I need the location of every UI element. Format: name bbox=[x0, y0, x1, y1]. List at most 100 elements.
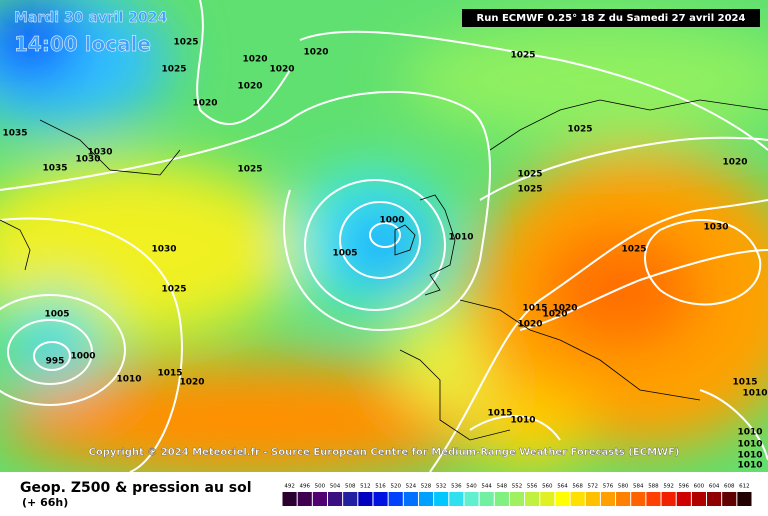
colorbar-label: 524 bbox=[406, 484, 417, 490]
isobar-label: 1025 bbox=[517, 185, 542, 195]
coastlines bbox=[0, 99, 768, 441]
isobar-label: 1005 bbox=[44, 310, 69, 320]
colorbar-label: 552 bbox=[512, 484, 523, 490]
colorbar-swatch bbox=[479, 492, 494, 506]
isobar-label: 1000 bbox=[70, 352, 95, 362]
colorbar-label: 576 bbox=[603, 484, 614, 490]
colorbar-swatch bbox=[434, 492, 449, 506]
isobar-label: 1025 bbox=[517, 170, 542, 180]
colorbar-label: 568 bbox=[572, 484, 583, 490]
isobar-label: 995 bbox=[46, 357, 65, 367]
colorbar-label: 596 bbox=[679, 484, 690, 490]
isobar-label: 1025 bbox=[510, 51, 535, 61]
colorbar-label: 544 bbox=[481, 484, 492, 490]
isobar-label: 1020 bbox=[237, 82, 262, 92]
lead-time: (+ 66h) bbox=[22, 496, 68, 509]
colorbar-swatch bbox=[661, 492, 676, 506]
run-info: Run ECMWF 0.25° 18 Z du Samedi 27 avril … bbox=[477, 13, 746, 24]
colorbar-label: 532 bbox=[436, 484, 447, 490]
isobar-label: 1025 bbox=[237, 165, 262, 175]
colorbar-label: 548 bbox=[497, 484, 508, 490]
isobars bbox=[0, 0, 768, 472]
colorbar-swatch bbox=[616, 492, 631, 506]
colorbar-swatch bbox=[722, 492, 737, 506]
isobar-label: 1020 bbox=[242, 55, 267, 65]
colorbar-label: 496 bbox=[299, 484, 310, 490]
colorbar-label: 536 bbox=[451, 484, 462, 490]
isobar-label: 1010 bbox=[742, 389, 767, 399]
colorbar-swatch bbox=[312, 492, 327, 506]
isobar-label: 1030 bbox=[151, 245, 176, 255]
colorbar-label: 508 bbox=[345, 484, 356, 490]
colorbar-label: 612 bbox=[739, 484, 750, 490]
colorbar-swatch bbox=[494, 492, 509, 506]
colorbar-label: 504 bbox=[330, 484, 341, 490]
isobar-label: 1020 bbox=[179, 378, 204, 388]
forecast-time: 14:00 locale bbox=[14, 32, 151, 56]
colorbar-label: 584 bbox=[633, 484, 644, 490]
colorbar-swatch bbox=[464, 492, 479, 506]
isobar-label: 1015 bbox=[487, 409, 512, 419]
colorbar: 492 496 500 504 508 512 516 520 524 528 532 536 540 5… bbox=[282, 484, 752, 506]
colorbar-label: 588 bbox=[648, 484, 659, 490]
isobar-label: 1025 bbox=[567, 125, 592, 135]
colorbar-label: 560 bbox=[542, 484, 553, 490]
copyright: Copyright © 2024 Meteociel.fr - Source E… bbox=[89, 447, 680, 458]
colorbar-swatch bbox=[707, 492, 722, 506]
colorbar-swatch bbox=[449, 492, 464, 506]
isobar-label: 1005 bbox=[332, 249, 357, 259]
colorbar-swatch bbox=[691, 492, 707, 506]
isobar-label: 1010 bbox=[737, 440, 762, 450]
isobar-label: 1010 bbox=[737, 461, 762, 471]
isobar-label: 1010 bbox=[737, 428, 762, 438]
isobar-label: 1020 bbox=[722, 158, 747, 168]
colorbar-swatch bbox=[631, 492, 646, 506]
colorbar-label: 564 bbox=[557, 484, 568, 490]
isobar-label: 1015 bbox=[522, 304, 547, 314]
isobar-label: 1000 bbox=[379, 216, 404, 226]
isobar-label: 1025 bbox=[621, 245, 646, 255]
colorbar-label: 600 bbox=[694, 484, 705, 490]
isobar-label: 1025 bbox=[161, 65, 186, 75]
colorbar-label: 592 bbox=[663, 484, 674, 490]
isobar-label: 1020 bbox=[552, 304, 577, 314]
isobar-label: 1020 bbox=[303, 48, 328, 58]
colorbar-swatch bbox=[525, 492, 540, 506]
colorbar-swatch bbox=[585, 492, 600, 506]
colorbar-swatch bbox=[737, 492, 752, 506]
isobar-label: 1020 bbox=[192, 99, 217, 109]
colorbar-swatch bbox=[297, 492, 312, 506]
forecast-date: Mardi 30 avril 2024 bbox=[14, 10, 168, 26]
colorbar-swatch bbox=[343, 492, 358, 506]
colorbar-swatch bbox=[509, 492, 525, 506]
isobar-label: 1015 bbox=[157, 369, 182, 379]
colorbar-swatch bbox=[358, 492, 373, 506]
isobar-label: 1020 bbox=[542, 310, 567, 320]
field: 1025102510201020102010201020102510351030… bbox=[0, 0, 768, 472]
colorbar-label: 572 bbox=[588, 484, 599, 490]
colorbar-swatch bbox=[555, 492, 570, 506]
colorbar-label: 556 bbox=[527, 484, 538, 490]
colorbar-swatch bbox=[600, 492, 616, 506]
colorbar-swatch bbox=[676, 492, 691, 506]
footer-title: Geop. Z500 & pression au sol bbox=[20, 480, 252, 496]
colorbar-swatch bbox=[418, 492, 434, 506]
isobar-label: 1035 bbox=[42, 164, 67, 174]
isobar-label: 1035 bbox=[2, 129, 27, 139]
colorbar-label: 608 bbox=[724, 484, 735, 490]
isobar-label: 1030 bbox=[75, 155, 100, 165]
isobar-label: 1010 bbox=[737, 451, 762, 461]
colorbar-swatch bbox=[327, 492, 343, 506]
isobar-label: 1010 bbox=[116, 375, 141, 385]
colorbar-swatch bbox=[403, 492, 418, 506]
run-banner bbox=[462, 9, 760, 27]
isobar-label: 1015 bbox=[732, 378, 757, 388]
colorbar-swatch bbox=[282, 492, 297, 506]
colorbar-label: 500 bbox=[315, 484, 326, 490]
colorbar-label: 492 bbox=[284, 484, 295, 490]
colorbar-swatch bbox=[540, 492, 555, 506]
colorbar-label: 540 bbox=[466, 484, 477, 490]
isobar-label: 1010 bbox=[448, 233, 473, 243]
